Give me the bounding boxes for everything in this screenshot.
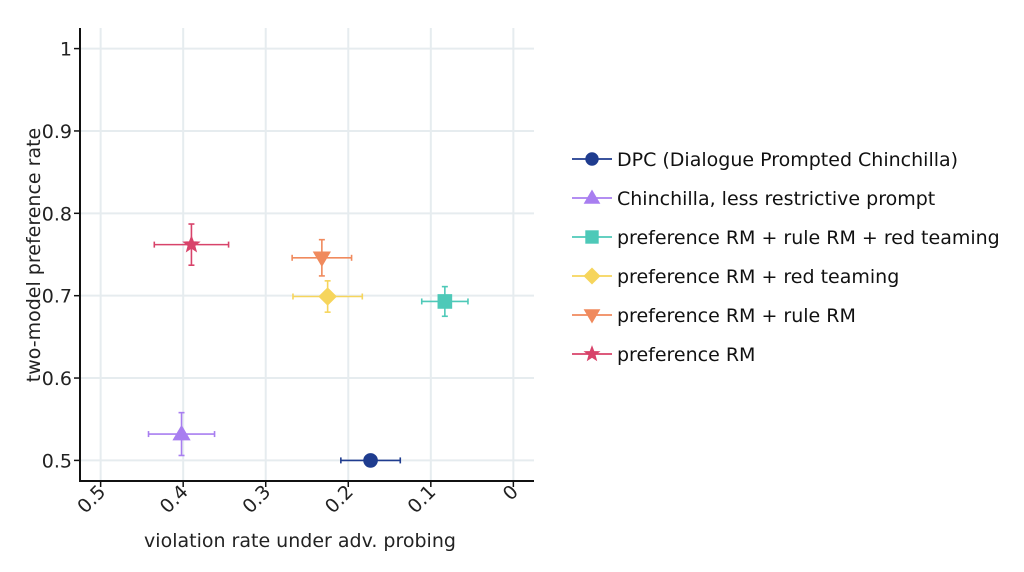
- legend-label: preference RM + rule RM + red teaming: [617, 227, 1000, 249]
- legend-marker-star: [583, 345, 601, 362]
- x-tick-label: 0.4: [156, 481, 193, 518]
- legend-label: Chinchilla, less restrictive prompt: [617, 188, 935, 210]
- legend-marker-triangle-up: [583, 189, 601, 204]
- data-point-diamond: [318, 287, 337, 306]
- legend-marker-circle: [585, 152, 599, 166]
- legend-entry: preference RM + rule RM + red teaming: [572, 227, 1000, 249]
- x-tick-label: 0.5: [73, 481, 110, 518]
- tick-labels: 0.5 0.6 0.7 0.8 0.9 1 0.5 0.4 0.3 0.2 0.1 0: [42, 39, 523, 518]
- data-points: [172, 234, 453, 468]
- legend-label: preference RM: [617, 344, 755, 366]
- y-tick-label: 0.9: [42, 121, 72, 143]
- y-tick-label: 1: [60, 39, 72, 61]
- legend-entry: preference RM: [572, 344, 755, 366]
- legend-entry: Chinchilla, less restrictive prompt: [572, 188, 935, 210]
- legend-marker-diamond: [583, 267, 601, 285]
- legend-marker-square: [585, 230, 599, 244]
- x-tick-label: 0.3: [238, 481, 275, 518]
- legend-label: preference RM + rule RM: [617, 305, 856, 327]
- x-tick-label: 0: [499, 481, 523, 505]
- legend-marker-triangle-down: [583, 309, 601, 324]
- data-point-star: [182, 234, 201, 253]
- data-point-circle: [363, 453, 378, 468]
- y-tick-label: 0.5: [42, 450, 72, 472]
- y-tick-label: 0.6: [42, 368, 72, 390]
- legend: DPC (Dialogue Prompted Chinchilla) Chinch…: [572, 149, 1000, 366]
- error-bars: [147, 223, 469, 464]
- data-point-square: [437, 294, 453, 309]
- x-tick-label: 0.2: [321, 481, 358, 518]
- grid-lines: [80, 28, 534, 481]
- data-point-triangle-up: [172, 424, 191, 441]
- legend-label: preference RM + red teaming: [617, 266, 899, 288]
- data-point-triangle-down: [312, 251, 331, 268]
- x-axis-label: violation rate under adv. probing: [144, 530, 456, 552]
- x-tick-label: 0.1: [403, 481, 440, 518]
- legend-entry: preference RM + rule RM: [572, 305, 856, 327]
- legend-entry: preference RM + red teaming: [572, 266, 899, 288]
- axes: [74, 28, 534, 487]
- legend-entry: DPC (Dialogue Prompted Chinchilla): [572, 149, 958, 171]
- y-axis-label: two-model preference rate: [23, 128, 45, 382]
- legend-label: DPC (Dialogue Prompted Chinchilla): [617, 149, 958, 171]
- y-tick-label: 0.8: [42, 203, 72, 225]
- y-tick-label: 0.7: [42, 286, 72, 308]
